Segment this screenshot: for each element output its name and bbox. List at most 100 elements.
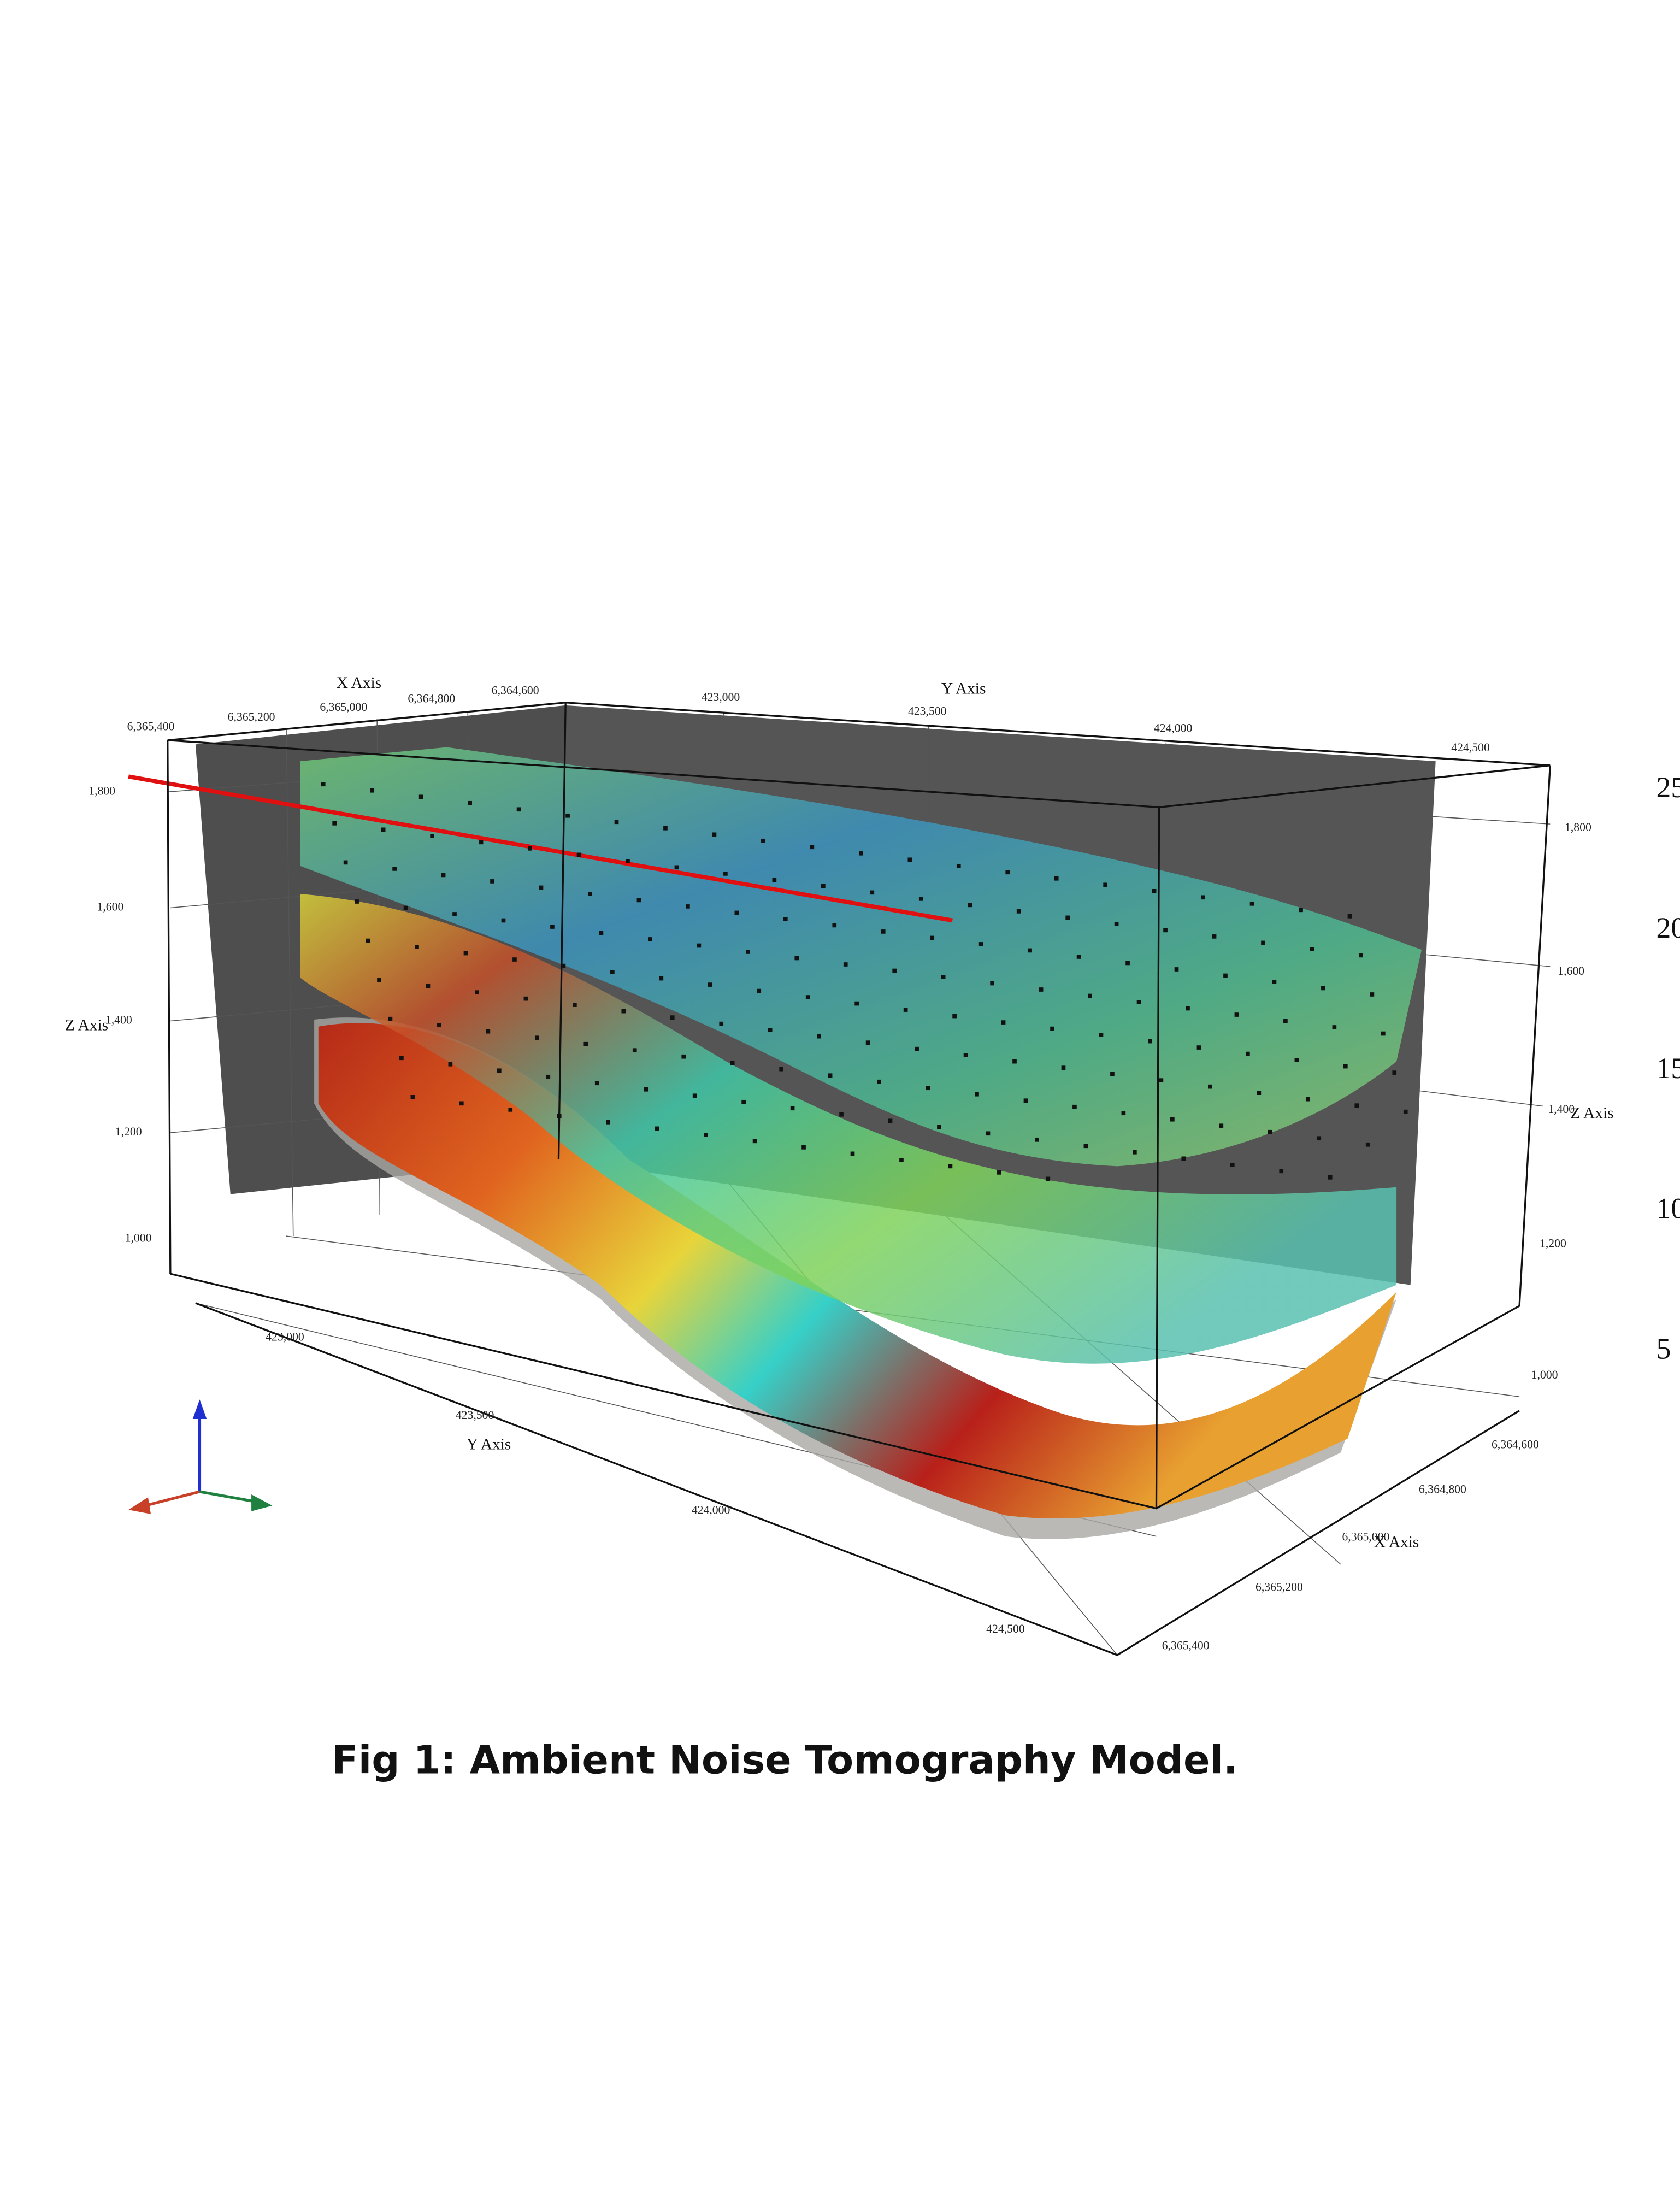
station-marker xyxy=(377,978,381,982)
station-marker xyxy=(1170,1117,1175,1122)
triad-y-head xyxy=(251,1494,273,1511)
station-marker xyxy=(899,1158,904,1162)
colorbar-tick-label: 25 xyxy=(1657,771,1680,804)
box-bottom xyxy=(170,1273,1520,1510)
station-marker xyxy=(681,1054,686,1059)
station-marker xyxy=(452,912,457,916)
station-marker xyxy=(1201,895,1205,900)
station-marker xyxy=(1257,1091,1262,1095)
tick-label: 6,364,800 xyxy=(408,692,455,705)
station-marker xyxy=(968,903,972,908)
station-marker xyxy=(1110,1072,1115,1076)
station-marker xyxy=(636,898,641,903)
station-marker xyxy=(516,807,521,812)
tick-label: 6,365,400 xyxy=(127,720,175,733)
station-marker xyxy=(468,800,472,805)
station-marker xyxy=(381,827,386,832)
station-marker xyxy=(952,1014,957,1019)
station-marker xyxy=(859,851,863,856)
station-marker xyxy=(1299,908,1303,912)
station-marker xyxy=(708,982,712,987)
station-marker xyxy=(1125,961,1130,966)
station-marker xyxy=(1354,1103,1359,1108)
station-marker xyxy=(459,1101,464,1106)
box-edge xyxy=(1518,765,1551,1306)
station-marker xyxy=(719,1021,724,1026)
station-marker xyxy=(877,1079,881,1084)
station-marker xyxy=(403,905,408,910)
station-marker xyxy=(779,1067,783,1072)
station-marker xyxy=(573,1003,577,1007)
station-marker xyxy=(370,788,375,793)
station-marker xyxy=(1212,934,1217,939)
station-marker xyxy=(410,1095,415,1099)
station-marker xyxy=(1148,1039,1152,1044)
station-marker xyxy=(828,1073,833,1078)
station-marker xyxy=(588,892,592,896)
station-marker xyxy=(479,840,484,845)
station-marker xyxy=(475,990,479,994)
station-marker xyxy=(1279,1169,1284,1174)
bounding-box xyxy=(167,702,1551,1656)
station-marker xyxy=(399,1056,404,1061)
station-marker xyxy=(1012,1059,1017,1064)
station-marker xyxy=(986,1131,991,1136)
station-marker xyxy=(1261,940,1265,945)
station-marker xyxy=(528,846,532,851)
station-marker xyxy=(1061,1065,1066,1070)
station-marker xyxy=(1152,888,1157,893)
axis-title: Z Axis xyxy=(65,1017,108,1034)
station-marker xyxy=(1246,1051,1250,1056)
station-marker xyxy=(1186,1006,1190,1011)
station-marker xyxy=(956,863,961,868)
box-edge xyxy=(557,702,567,1159)
station-marker xyxy=(392,867,397,871)
station-marker xyxy=(557,1114,562,1118)
station-marker xyxy=(704,1133,708,1137)
station-marker xyxy=(565,813,570,818)
station-marker xyxy=(1332,1025,1337,1029)
tick-label: 6,364,800 xyxy=(1419,1482,1466,1496)
tick-label: 6,365,200 xyxy=(1255,1580,1303,1593)
station-marker xyxy=(1133,1150,1137,1155)
station-marker xyxy=(448,1062,453,1067)
tick-label: 424,500 xyxy=(986,1622,1025,1635)
station-marker xyxy=(508,1108,513,1112)
station-marker xyxy=(1317,1136,1322,1141)
station-marker xyxy=(437,1023,441,1028)
station-marker xyxy=(978,942,983,946)
station-marker xyxy=(415,945,419,949)
station-marker xyxy=(907,857,912,862)
station-marker xyxy=(1072,1104,1077,1109)
station-marker xyxy=(1359,953,1363,958)
station-marker xyxy=(918,897,923,901)
tick-label: 424,000 xyxy=(1154,721,1193,734)
surface-top xyxy=(300,747,1422,1167)
station-marker xyxy=(1219,1123,1224,1128)
station-marker xyxy=(1039,987,1044,992)
tick-label: 6,364,600 xyxy=(492,684,539,697)
station-marker xyxy=(1114,922,1119,926)
station-marker xyxy=(1283,1019,1288,1023)
triad-x xyxy=(145,1490,201,1507)
station-marker xyxy=(963,1053,968,1057)
station-marker xyxy=(583,1041,588,1046)
station-marker xyxy=(805,995,810,999)
station-marker xyxy=(626,859,630,863)
station-marker xyxy=(1310,947,1314,951)
station-marker xyxy=(1223,973,1228,978)
axis-triad xyxy=(128,1399,273,1514)
station-marker xyxy=(730,1061,735,1065)
station-marker xyxy=(1028,948,1032,953)
station-marker xyxy=(670,1015,675,1020)
station-marker xyxy=(1365,1142,1370,1147)
station-marker xyxy=(1159,1078,1164,1082)
station-marker xyxy=(663,826,668,831)
station-marker xyxy=(810,845,815,850)
station-marker xyxy=(674,865,679,870)
axis-title: Z Axis xyxy=(1570,1105,1613,1122)
station-marker xyxy=(1328,1175,1333,1180)
station-marker xyxy=(1234,1012,1239,1017)
tick-label: 1,200 xyxy=(1540,1237,1566,1250)
station-marker xyxy=(1268,1129,1272,1134)
